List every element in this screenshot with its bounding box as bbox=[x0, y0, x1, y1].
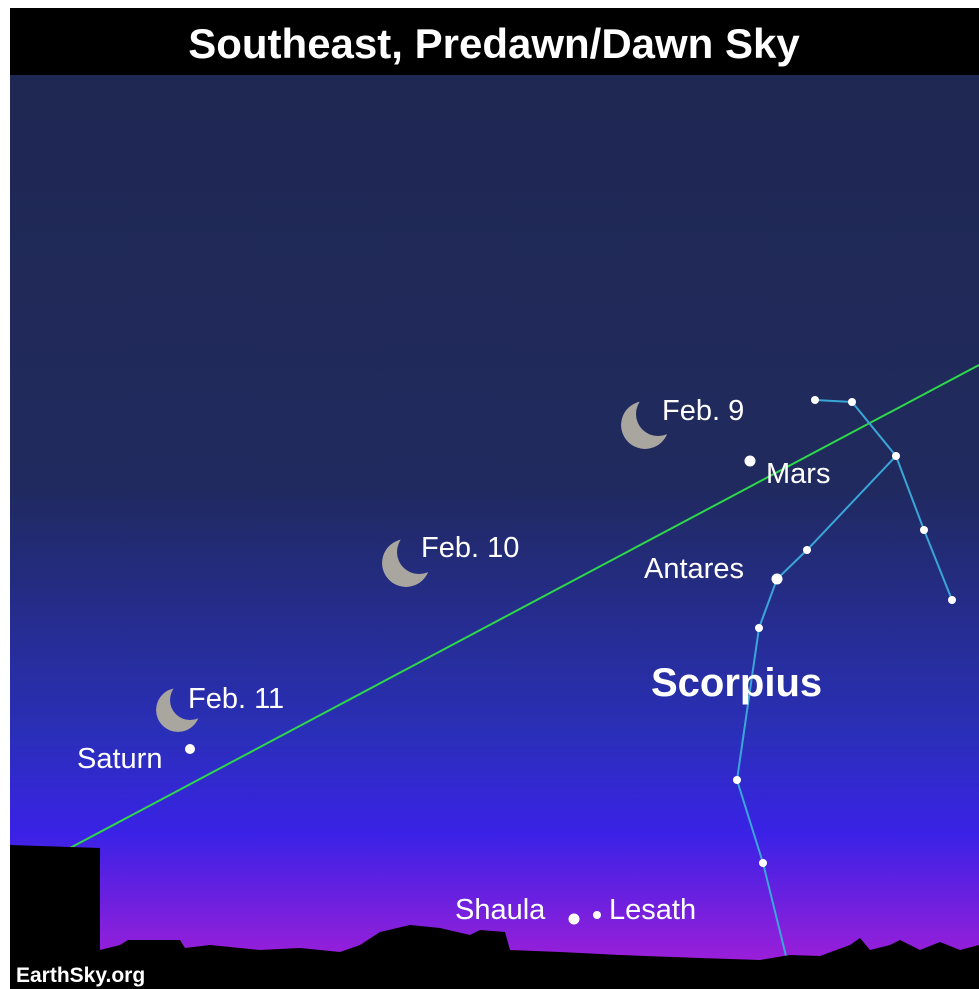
label: Mars bbox=[766, 458, 830, 490]
label: Shaula bbox=[455, 894, 546, 926]
ecliptic bbox=[69, 364, 979, 849]
moon bbox=[156, 688, 200, 732]
label: Feb. 9 bbox=[662, 395, 744, 427]
label: Lesath bbox=[609, 894, 696, 926]
moon bbox=[621, 401, 669, 449]
title: Southeast, Predawn/Dawn Sky bbox=[188, 20, 800, 67]
label: Antares bbox=[644, 553, 744, 585]
scorpius-stars bbox=[568, 396, 956, 925]
constellation-label: Scorpius bbox=[651, 661, 822, 705]
title-bar bbox=[10, 8, 979, 75]
saturn bbox=[185, 744, 195, 754]
label: Feb. 11 bbox=[188, 683, 284, 715]
label: Saturn bbox=[77, 743, 162, 775]
mars bbox=[744, 455, 756, 467]
horizon-silhouette bbox=[10, 845, 979, 989]
credit: EarthSky.org bbox=[16, 964, 145, 987]
sky bbox=[10, 75, 979, 989]
label: Feb. 10 bbox=[421, 532, 519, 564]
moon bbox=[382, 539, 430, 587]
